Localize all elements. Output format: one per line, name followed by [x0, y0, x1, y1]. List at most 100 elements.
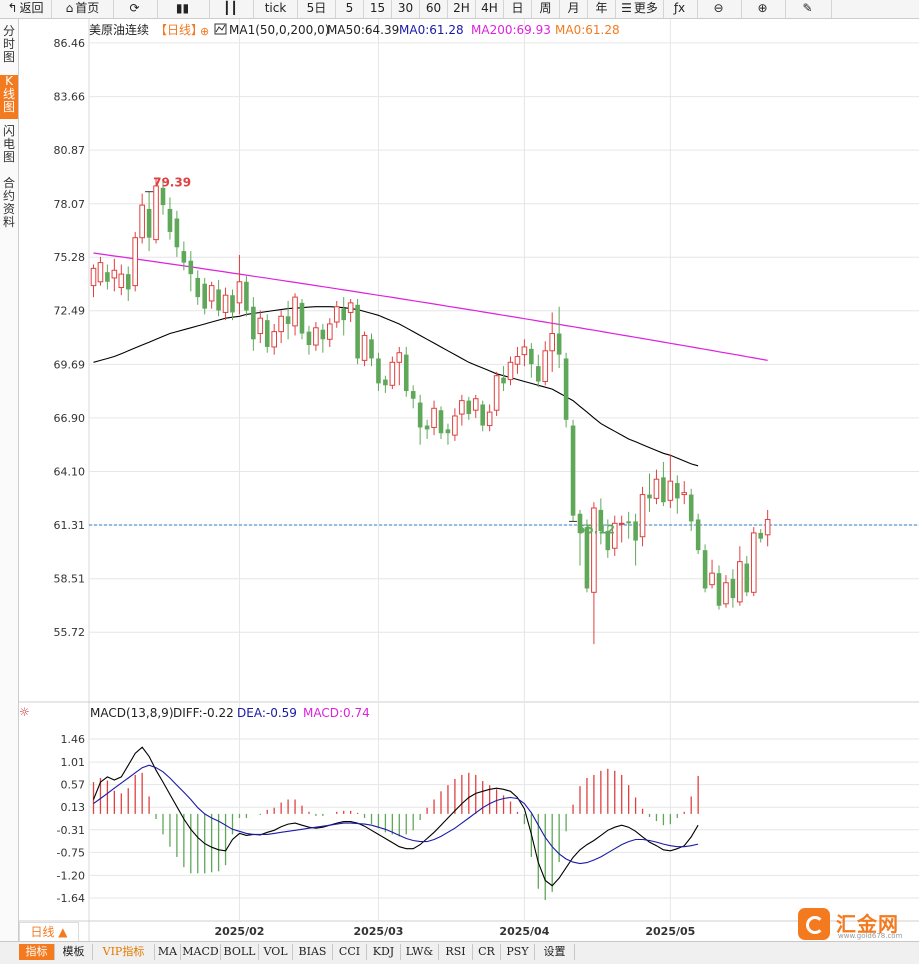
candle-body — [313, 327, 319, 346]
toolbar-btn-4[interactable]: ┃┃ — [210, 0, 254, 18]
y-tick-label: 55.72 — [54, 626, 86, 639]
bar-chart-icon: ▮▮ — [175, 1, 190, 15]
candle — [355, 299, 360, 365]
indicator-tab-4[interactable]: MACD — [181, 944, 221, 960]
toolbar-btn-21[interactable]: ✎ — [786, 0, 832, 18]
candle — [383, 375, 388, 393]
toolbar-btn-13[interactable]: 日 — [504, 0, 532, 18]
toolbar-btn-15[interactable]: 月 — [560, 0, 588, 18]
toolbar-btn-18[interactable]: ƒx — [664, 0, 698, 18]
nav-flash[interactable]: 闪 电 图 — [2, 124, 15, 164]
indicator-tab-13[interactable]: PSY — [501, 944, 535, 960]
candle — [292, 293, 298, 336]
candle-body — [626, 521, 631, 524]
toolbar-btn-14[interactable]: 周 — [532, 0, 560, 18]
toolbar-btn-1[interactable]: ⌂ 首页 — [52, 0, 114, 18]
x-tick-label: 2025/04 — [499, 925, 549, 938]
nav-kline[interactable]: K 线 图 — [0, 75, 18, 119]
left-nav: 分 时 图 K 线 图 闪 电 图 合 约 资 料 — [0, 19, 19, 941]
period-tab-daily[interactable]: 日线 ▲ — [19, 922, 79, 941]
indicator-tab-9[interactable]: KDJ — [367, 944, 401, 960]
candle — [181, 241, 187, 271]
toolbar-btn-3[interactable]: ▮▮ — [158, 0, 210, 18]
candle-body — [320, 329, 326, 340]
indicator-icon[interactable] — [214, 23, 227, 35]
macd-settings-icon[interactable]: ☼ — [19, 705, 30, 719]
candle-body — [90, 267, 97, 287]
macd-tick-label: 0.57 — [61, 779, 86, 792]
candle-body — [501, 377, 506, 384]
toolbar-label: 返回 — [19, 1, 44, 15]
indicator-tab-2[interactable]: VIP指标 — [93, 944, 155, 960]
indicator-tab-3[interactable]: MA — [155, 944, 181, 960]
indicator-tab-10[interactable]: LW& — [401, 944, 439, 960]
indicator-tab-8[interactable]: CCI — [333, 944, 367, 960]
ma50-line — [93, 306, 699, 467]
toolbar-btn-20[interactable]: ⊕ — [742, 0, 786, 18]
toolbar-btn-8[interactable]: 15 — [364, 0, 392, 18]
toolbar-btn-11[interactable]: 2H — [448, 0, 476, 18]
indicator-tab-5[interactable]: BOLL — [221, 944, 259, 960]
candle — [347, 299, 354, 323]
candle — [507, 356, 514, 386]
candle-body — [536, 366, 541, 382]
candle-body — [216, 289, 221, 311]
toolbar-btn-19[interactable]: ⊖ — [698, 0, 742, 18]
indicator-tab-6[interactable]: VOL — [259, 944, 293, 960]
indicator-tab-7[interactable]: BIAS — [293, 944, 333, 960]
candle-body — [146, 208, 152, 238]
candle-body — [744, 563, 750, 593]
toolbar-btn-9[interactable]: 30 — [392, 0, 420, 18]
toolbar-btn-2[interactable]: ⟳ — [114, 0, 158, 18]
candle — [750, 527, 757, 597]
candle-body — [417, 402, 423, 428]
toolbar-btn-6[interactable]: 5日 — [298, 0, 336, 18]
toolbar-btn-12[interactable]: 4H — [476, 0, 504, 18]
candle-body — [139, 204, 145, 239]
candle-body — [132, 237, 139, 287]
grid-lines — [19, 19, 919, 941]
brand-logo: 汇金网 www.gold678.com — [798, 906, 908, 940]
macd-value: MACD:0.74 — [303, 706, 370, 720]
logo-text: 汇金网 — [836, 912, 899, 936]
candle-body — [633, 521, 638, 541]
candle-body — [278, 315, 284, 333]
candle — [709, 559, 715, 589]
candle — [702, 544, 708, 593]
indicator-tab-14[interactable]: 设置 — [535, 944, 575, 960]
settings-icon[interactable]: ⊕ — [200, 25, 209, 38]
candle — [445, 423, 451, 445]
toolbar-btn-17[interactable]: ☰ 更多 — [616, 0, 664, 18]
toolbar-label: 更多 — [633, 1, 658, 15]
candle — [167, 197, 173, 240]
candle — [188, 251, 194, 292]
candle — [605, 519, 611, 558]
toolbar-btn-16[interactable]: 年 — [588, 0, 616, 18]
toolbar-label: 30 — [397, 1, 414, 15]
candle-body — [750, 532, 757, 593]
legend-ma50: MA50:64.39 — [327, 23, 399, 37]
toolbar-btn-7[interactable]: 5 — [336, 0, 364, 18]
indicator-tab-1[interactable]: 模板 — [55, 944, 93, 960]
toolbar-btn-0[interactable]: ↰ 返回 — [0, 0, 52, 18]
nav-contract-info[interactable]: 合 约 资 料 — [2, 176, 15, 229]
indicator-tab-12[interactable]: CR — [473, 944, 501, 960]
indicator-tab-0[interactable]: 指标 — [19, 944, 55, 960]
candle — [653, 469, 660, 505]
candle-body — [396, 352, 403, 363]
nav-timeshare[interactable]: 分 时 图 — [2, 24, 15, 64]
candle — [764, 509, 771, 547]
candle-body — [431, 407, 437, 428]
candle — [452, 408, 458, 441]
candle-body — [174, 218, 180, 248]
indicator-tab-11[interactable]: RSI — [439, 944, 473, 960]
x-tick-label: 2025/05 — [645, 925, 695, 938]
y-tick-label: 80.87 — [54, 144, 86, 157]
toolbar-label: 4H — [481, 1, 498, 15]
top-toolbar: ↰ 返回 ⌂ 首页 ⟳ ▮▮ ┃┃ tick 5日 5 15 30 60 2H 4H 日周月年 ☰ 更多 ƒx ⊖ ⊕ ✎ — [0, 0, 919, 19]
candle-body — [244, 281, 249, 311]
candle — [244, 276, 249, 317]
toolbar-btn-5[interactable]: tick — [254, 0, 298, 18]
candle — [431, 400, 437, 436]
toolbar-btn-10[interactable]: 60 — [420, 0, 448, 18]
